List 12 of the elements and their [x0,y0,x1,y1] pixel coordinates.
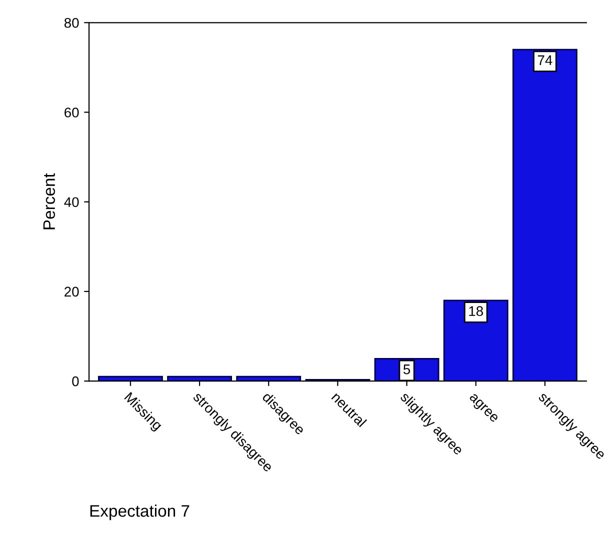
data-label: 74 [538,55,552,65]
y-axis-title: Percent [43,173,56,230]
text: Expectation 7 [90,504,190,520]
y-tick-label: 0 [72,376,79,386]
y-tick-label: 80 [64,18,79,28]
y-tick-label: 60 [64,108,79,118]
y-tick-label: 40 [64,197,79,208]
bar [512,48,578,382]
data-label: 18 [469,306,483,316]
data-label: 5 [403,364,410,374]
y-tick-label: 20 [64,286,79,297]
bar [443,300,508,382]
